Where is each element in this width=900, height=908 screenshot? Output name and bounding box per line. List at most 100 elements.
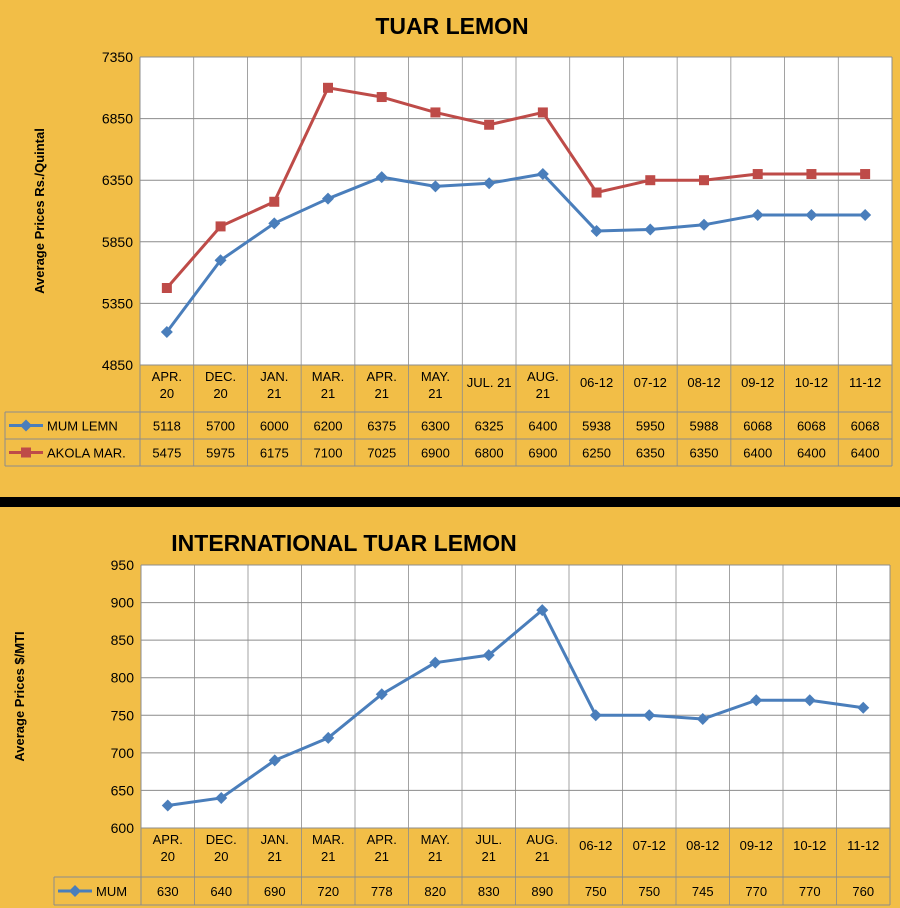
table-cell: 6250 xyxy=(582,446,611,461)
x-category-label: 21 xyxy=(535,849,549,864)
table-cell: 770 xyxy=(799,884,821,899)
x-category-label: 08-12 xyxy=(687,375,720,390)
x-category-label: JAN. xyxy=(261,832,289,847)
data-point xyxy=(430,107,441,118)
data-point xyxy=(537,107,548,118)
y-tick-label: 7350 xyxy=(102,49,133,65)
data-point xyxy=(214,254,227,267)
data-point xyxy=(482,649,495,662)
table-cell: 7100 xyxy=(314,446,343,461)
x-category-label: 21 xyxy=(321,849,335,864)
table-cell: 6000 xyxy=(260,419,289,434)
data-point xyxy=(269,196,280,207)
x-category-label: 07-12 xyxy=(634,375,667,390)
data-point xyxy=(645,175,656,186)
data-point xyxy=(484,119,495,130)
x-category-label: 21 xyxy=(321,386,335,401)
table-cell: 6200 xyxy=(314,419,343,434)
x-category-label: APR. xyxy=(153,832,183,847)
data-point xyxy=(643,709,656,722)
x-category-label: JUL. 21 xyxy=(467,375,512,390)
x-category-label: 08-12 xyxy=(686,838,719,853)
x-category-label: AUG. xyxy=(527,369,559,384)
data-point xyxy=(696,713,709,726)
data-point xyxy=(429,656,442,669)
data-point xyxy=(375,688,388,701)
table-cell: 6400 xyxy=(797,446,826,461)
y-tick-label: 750 xyxy=(111,707,135,723)
table-cell: 778 xyxy=(371,884,393,899)
table-cell: 5700 xyxy=(206,419,235,434)
x-category-label: 21 xyxy=(428,386,442,401)
x-category-label: JAN. xyxy=(260,369,288,384)
table-cell: 5975 xyxy=(206,446,235,461)
y-tick-label: 4850 xyxy=(102,357,133,373)
table-cell: 640 xyxy=(210,884,232,899)
data-point xyxy=(859,208,872,221)
x-category-label: 21 xyxy=(267,386,281,401)
data-point xyxy=(857,701,870,714)
x-category-label: DEC. xyxy=(206,832,237,847)
data-point xyxy=(644,223,657,236)
x-category-label: AUG. xyxy=(526,832,558,847)
table-cell: 630 xyxy=(157,884,179,899)
x-category-label: 11-12 xyxy=(847,838,879,853)
series-line xyxy=(167,608,864,807)
legend-marker xyxy=(69,885,81,897)
tuar-lemon-chart: TUAR LEMON 4850 5350 5850 6350 6850 7350 Averag… xyxy=(4,13,893,467)
table-cell: 690 xyxy=(264,884,286,899)
x-category-label: 09-12 xyxy=(741,375,774,390)
table-cell: 6900 xyxy=(421,446,450,461)
x-category-label: MAY. xyxy=(421,832,450,847)
data-point xyxy=(806,169,817,180)
table-cell: 890 xyxy=(531,884,553,899)
x-category-label: DEC. xyxy=(205,369,236,384)
table-cell: 6068 xyxy=(851,419,880,434)
table-cell: 6400 xyxy=(851,446,880,461)
x-category-label: 20 xyxy=(160,386,174,401)
y-tick-label: 900 xyxy=(111,595,135,611)
data-point xyxy=(161,799,174,812)
x-category-label: 21 xyxy=(374,386,388,401)
data-point xyxy=(161,283,172,293)
international-tuar-lemon-chart: INTERNATIONAL TUAR LEMON 600 650 700 750 800 8… xyxy=(12,530,891,906)
table-cell: 6400 xyxy=(743,446,772,461)
data-point xyxy=(751,208,764,221)
y-tick-label: 5850 xyxy=(102,234,133,250)
table-cell: 6350 xyxy=(636,446,665,461)
data-point xyxy=(483,177,496,190)
y-tick-label: 650 xyxy=(111,782,135,798)
data-point xyxy=(268,217,281,230)
x-category-label: 06-12 xyxy=(580,375,613,390)
x-category-label: 10-12 xyxy=(793,838,826,853)
table-cell: 5988 xyxy=(690,419,719,434)
legend-marker xyxy=(20,419,32,432)
table-cell: 6068 xyxy=(743,419,772,434)
x-category-label: 21 xyxy=(428,849,442,864)
table-cell: 6175 xyxy=(260,446,289,461)
chart-title: INTERNATIONAL TUAR LEMON xyxy=(171,530,516,556)
table-cell: 6350 xyxy=(690,446,719,461)
y-axis-label: Average Prices Rs./Quintal xyxy=(32,128,47,294)
data-point xyxy=(376,92,387,103)
table-cell: 6900 xyxy=(528,446,557,461)
x-category-label: 21 xyxy=(375,849,389,864)
x-category-label: 21 xyxy=(482,849,496,864)
y-tick-label: 5350 xyxy=(102,295,133,311)
table-cell: 5475 xyxy=(152,446,181,461)
table-cell: 745 xyxy=(692,884,714,899)
y-tick-label: 6850 xyxy=(102,111,133,127)
y-axis-label: Average Prices $/MTI xyxy=(12,631,27,761)
data-point xyxy=(322,192,334,205)
x-category-label: APR. xyxy=(367,369,397,384)
data-point xyxy=(750,694,763,707)
table-cell: 6325 xyxy=(475,419,504,434)
data-point xyxy=(323,82,333,93)
table-cell: 820 xyxy=(424,884,446,899)
data-point xyxy=(268,754,281,767)
y-tick-label: 600 xyxy=(111,820,135,836)
table-cell: 750 xyxy=(638,884,660,899)
table-cell: 5938 xyxy=(582,419,611,434)
table-cell: 720 xyxy=(317,884,339,899)
